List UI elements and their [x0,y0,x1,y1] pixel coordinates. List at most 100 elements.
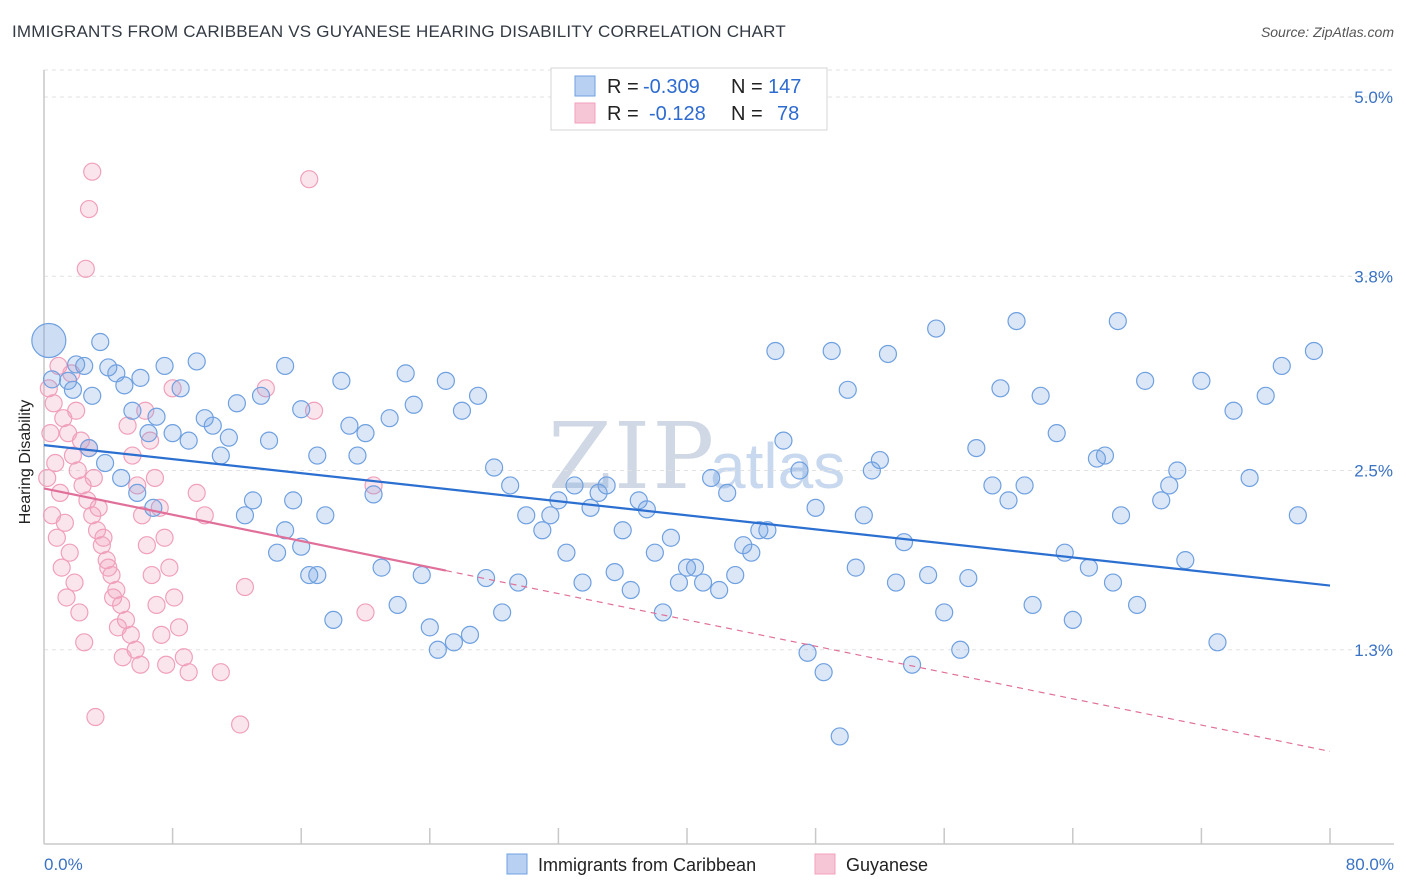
caribbean-point [95,453,115,473]
guyanese-point [113,648,132,667]
caribbean-point [1127,595,1147,615]
caribbean-point [862,461,881,480]
y-axis-label: Hearing Disability [17,400,34,525]
caribbean-point [1047,424,1066,443]
guyanese-point [179,663,198,682]
guyanese-point [169,618,189,637]
guyanese-point [99,558,118,577]
caribbean-point [573,573,592,592]
caribbean-point [428,640,447,659]
caribbean-point [1288,506,1307,525]
caribbean-point [1208,633,1227,652]
caribbean-point [1087,449,1107,468]
caribbean-points [31,312,1324,746]
guyanese-point [165,588,184,607]
caribbean-point [316,506,335,525]
guyanese-point [128,476,147,495]
caribbean-point [653,603,672,622]
caribbean-point [902,655,922,674]
y-tick-label: 3.8% [1354,267,1393,286]
caribbean-point [1031,386,1050,405]
caribbean-point [292,400,311,419]
caribbean-point [227,394,246,413]
caribbean-point [468,386,488,405]
caribbean-point [452,401,472,420]
correlation-legend: R = -0.309 N = 147 R = -0.128 N = 78 [550,67,828,131]
caribbean-point [235,506,255,525]
caribbean-point [219,428,238,447]
caribbean-point [967,438,986,458]
caribbean-point [517,506,536,525]
guyanese-point [94,528,113,547]
guyanese-point [145,468,165,488]
caribbean-point [1063,610,1082,630]
caribbean-point [814,663,833,682]
caribbean-point [436,371,455,390]
caribbean-point [324,610,343,630]
caribbean-point [1136,371,1155,390]
caribbean-point [251,386,271,405]
guyanese-point [52,558,71,577]
guyanese-point [131,655,150,674]
caribbean-point [927,319,946,338]
caribbean-point [702,468,721,488]
caribbean-point [710,580,729,600]
caribbean-point [42,370,62,389]
caribbean-point [1304,341,1324,361]
bottom-legend-guyanese: Guyanese [846,855,928,875]
caribbean-point [155,356,174,376]
caribbean-point [951,640,970,659]
watermark-atlas: atlas [710,430,845,502]
caribbean-point [685,558,705,577]
caribbean-point [621,580,640,600]
caribbean-point [460,625,480,644]
y-tick-label: 5.0% [1354,88,1393,107]
guyanese-point [137,536,156,555]
guyanese-point [104,588,123,607]
caribbean-point [718,483,737,503]
caribbean-point [846,558,865,577]
caribbean-point [1224,401,1243,420]
watermark-zip: ZIP [548,403,716,510]
axes [43,70,1394,845]
caribbean-point [1160,476,1179,495]
caribbean-point [147,407,166,426]
guyanese-point [157,655,176,674]
guyanese-point [79,199,99,219]
caribbean-point [661,528,681,547]
caribbean-point [1023,595,1042,615]
caribbean-point [589,483,608,503]
caribbean-point [1168,461,1187,480]
guyanese-point [83,162,102,181]
legend-r-value-1: -0.309 [643,76,700,98]
caribbean-point [1152,491,1171,510]
caribbean-point [1108,312,1127,331]
caribbean-point [187,352,206,371]
caribbean-point [308,565,327,585]
caribbean-point [123,401,142,420]
caribbean-point [31,322,67,359]
guyanese-point [84,468,103,488]
guyanese-trend-line-extension [445,570,1331,752]
x-tick-label-min: 0.0% [44,855,83,874]
caribbean-point [308,446,327,465]
caribbean-point [243,491,263,510]
guyanese-point [41,424,60,443]
caribbean-point [750,521,769,540]
guyanese-point [65,573,84,592]
caribbean-point [420,618,439,637]
caribbean-point [533,521,552,540]
caribbean-point [412,565,431,585]
caribbean-point [163,424,182,443]
caribbean-point [1079,558,1098,577]
caribbean-point [886,573,906,592]
guyanese-point [57,588,76,607]
guyanese-point [76,259,95,278]
caribbean-point [822,341,841,361]
guyanese-point [38,468,57,488]
legend-swatch-guyanese [574,102,596,124]
caribbean-point [894,533,914,552]
chart-title: IMMIGRANTS FROM CARIBBEAN VS GUYANESE HE… [12,22,786,41]
caribbean-point [388,595,407,615]
